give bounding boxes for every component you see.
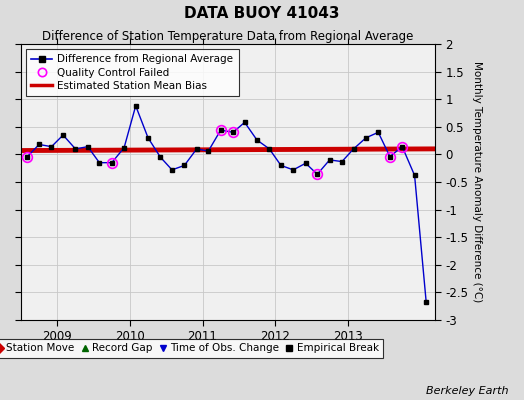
Title: Difference of Station Temperature Data from Regional Average: Difference of Station Temperature Data f… — [42, 30, 413, 43]
Text: DATA BUOY 41043: DATA BUOY 41043 — [184, 6, 340, 21]
Legend: Station Move, Record Gap, Time of Obs. Change, Empirical Break: Station Move, Record Gap, Time of Obs. C… — [0, 339, 383, 358]
Y-axis label: Monthly Temperature Anomaly Difference (°C): Monthly Temperature Anomaly Difference (… — [472, 61, 482, 303]
Text: Berkeley Earth: Berkeley Earth — [426, 386, 508, 396]
